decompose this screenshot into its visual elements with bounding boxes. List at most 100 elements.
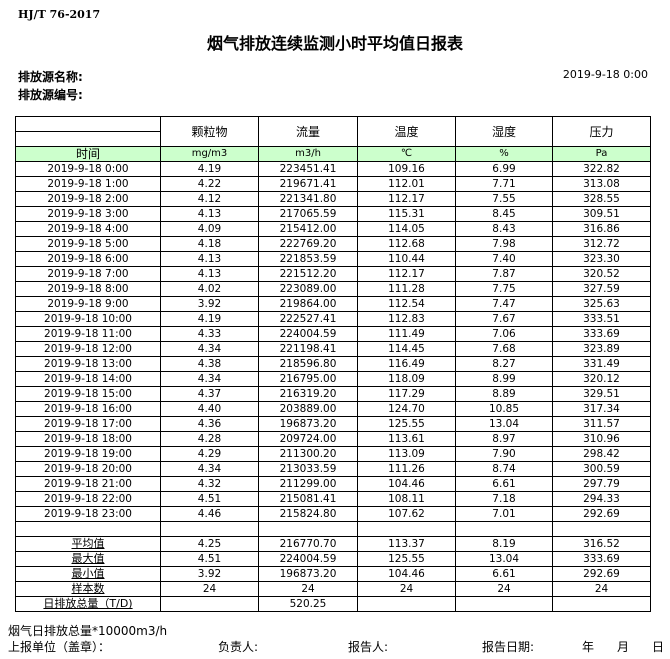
cell-humidity: 7.90 [455, 446, 553, 462]
cell-temperature: 114.45 [357, 341, 456, 357]
cell-flow: 196873.20 [258, 566, 358, 582]
cell-temperature: 104.46 [357, 476, 456, 492]
unit-cell: ℃ [357, 146, 456, 162]
cell-time: 2019-9-18 10:00 [15, 311, 161, 327]
cell-humidity: 7.40 [455, 251, 553, 267]
stat-row: 日排放总量（T/D) 520.25 [15, 596, 651, 612]
cell-temperature: 111.49 [357, 326, 456, 342]
table-row: 2019-9-18 16:00 4.40 203889.00 124.70 10.85 3… [15, 401, 651, 417]
source-name-label: 排放源名称: [18, 70, 83, 84]
table-row: 2019-9-18 2:00 4.12 221341.80 112.17 7.55 328… [15, 191, 651, 207]
table-row: 2019-9-18 21:00 4.32 211299.00 104.46 6.61 29… [15, 476, 651, 492]
cell-humidity: 7.98 [455, 236, 553, 252]
cell-pressure: 297.79 [552, 476, 651, 492]
cell-pressure: 325.63 [552, 296, 651, 312]
page-title: 烟气排放连续监测小时平均值日报表 [206, 34, 463, 53]
cell-temperature: 118.09 [357, 371, 456, 387]
col-header-humidity: 湿度 [455, 116, 553, 147]
cell-particulate: 4.34 [160, 461, 259, 477]
table-row: 2019-9-18 20:00 4.34 213033.59 111.26 8.74 30… [15, 461, 651, 477]
cell-time: 2019-9-18 3:00 [15, 206, 161, 222]
unit-cell: Pa [552, 146, 651, 162]
cell-flow: 215412.00 [258, 221, 358, 237]
cell-humidity: 6.99 [455, 161, 553, 177]
cell-flow: 209724.00 [258, 431, 358, 447]
cell-time: 2019-9-18 4:00 [15, 221, 161, 237]
cell-humidity: 8.99 [455, 371, 553, 387]
cell-particulate: 4.12 [160, 191, 259, 207]
cell-time: 2019-9-18 17:00 [15, 416, 161, 432]
cell-flow: 223451.41 [258, 161, 358, 177]
cell-temperature: 114.05 [357, 221, 456, 237]
cell-humidity [455, 521, 553, 537]
stat-row: 样本数 24 24 24 24 24 [15, 581, 651, 597]
cell-flow: 520.25 [258, 596, 358, 612]
cell-time: 2019-9-18 19:00 [15, 446, 161, 462]
cell-humidity [455, 596, 553, 612]
cell-pressure: 322.82 [552, 161, 651, 177]
cell-humidity: 13.04 [455, 551, 553, 567]
cell-temperature: 112.68 [357, 236, 456, 252]
cell-particulate: 4.19 [160, 161, 259, 177]
standard-code: HJ/T 76-2017 [18, 8, 101, 21]
cell-temperature: 124.70 [357, 401, 456, 417]
cell-humidity: 7.47 [455, 296, 553, 312]
table-row: 2019-9-18 13:00 4.38 218596.80 116.49 8.27 33… [15, 356, 651, 372]
table-row: 2019-9-18 6:00 4.13 221853.59 110.44 7.40 323… [15, 251, 651, 267]
cell-temperature: 110.44 [357, 251, 456, 267]
cell-temperature: 111.26 [357, 461, 456, 477]
units-row: 时间 mg/m3 m3/h ℃ % Pa [15, 146, 651, 162]
cell-flow: 224004.59 [258, 326, 358, 342]
cell-pressure: 323.30 [552, 251, 651, 267]
day-label: 日 [652, 640, 665, 654]
cell-humidity: 24 [455, 581, 553, 597]
cell-time: 2019-9-18 0:00 [15, 161, 161, 177]
stat-label: 日排放总量（T/D) [15, 596, 161, 612]
cell-particulate: 4.40 [160, 401, 259, 417]
cell-temperature: 111.28 [357, 281, 456, 297]
year-label: 年 [582, 640, 595, 654]
cell-time: 2019-9-18 9:00 [15, 296, 161, 312]
cell-pressure: 333.51 [552, 311, 651, 327]
cell-time: 2019-9-18 12:00 [15, 341, 161, 357]
table-row: 2019-9-18 23:00 4.46 215824.80 107.62 7.01 29… [15, 506, 651, 522]
cell-particulate: 4.38 [160, 356, 259, 372]
cell-flow: 217065.59 [258, 206, 358, 222]
cell-particulate [160, 596, 259, 612]
cell-particulate: 4.22 [160, 176, 259, 192]
cell-time: 2019-9-18 16:00 [15, 401, 161, 417]
cell-pressure: 309.51 [552, 206, 651, 222]
cell-flow: 215824.80 [258, 506, 358, 522]
cell-particulate: 3.92 [160, 296, 259, 312]
cell-time: 2019-9-18 22:00 [15, 491, 161, 507]
cell-flow: 222527.41 [258, 311, 358, 327]
cell-humidity: 8.45 [455, 206, 553, 222]
cell-pressure: 320.12 [552, 371, 651, 387]
cell-particulate: 4.33 [160, 326, 259, 342]
cell-humidity: 7.67 [455, 311, 553, 327]
cell-flow: 219864.00 [258, 296, 358, 312]
cell-temperature: 115.31 [357, 206, 456, 222]
unit-cell: mg/m3 [160, 146, 259, 162]
col-header-pressure: 压力 [552, 116, 651, 147]
cell-pressure: 317.34 [552, 401, 651, 417]
cell-particulate: 4.13 [160, 206, 259, 222]
cell-temperature: 113.09 [357, 446, 456, 462]
cell-pressure: 331.49 [552, 356, 651, 372]
cell-temperature: 117.29 [357, 386, 456, 402]
cell-flow: 211300.20 [258, 446, 358, 462]
cell-flow: 216319.20 [258, 386, 358, 402]
blank-row [15, 521, 651, 537]
cell-flow: 224004.59 [258, 551, 358, 567]
table-row: 2019-9-18 11:00 4.33 224004.59 111.49 7.06 33… [15, 326, 651, 342]
stat-label: 样本数 [15, 581, 161, 597]
table-row: 2019-9-18 14:00 4.34 216795.00 118.09 8.99 32… [15, 371, 651, 387]
cell-temperature: 107.62 [357, 506, 456, 522]
cell-time: 2019-9-18 6:00 [15, 251, 161, 267]
cell-humidity: 7.55 [455, 191, 553, 207]
report-table: 颗粒物 流量 温度 湿度 压力 时间 mg/m3 m3/h ℃ % Pa 201… [15, 116, 651, 612]
cell-particulate: 4.34 [160, 371, 259, 387]
cell-humidity: 8.19 [455, 536, 553, 552]
table-row: 2019-9-18 0:00 4.19 223451.41 109.16 6.99 322… [15, 161, 651, 177]
stat-label: 平均值 [15, 536, 161, 552]
